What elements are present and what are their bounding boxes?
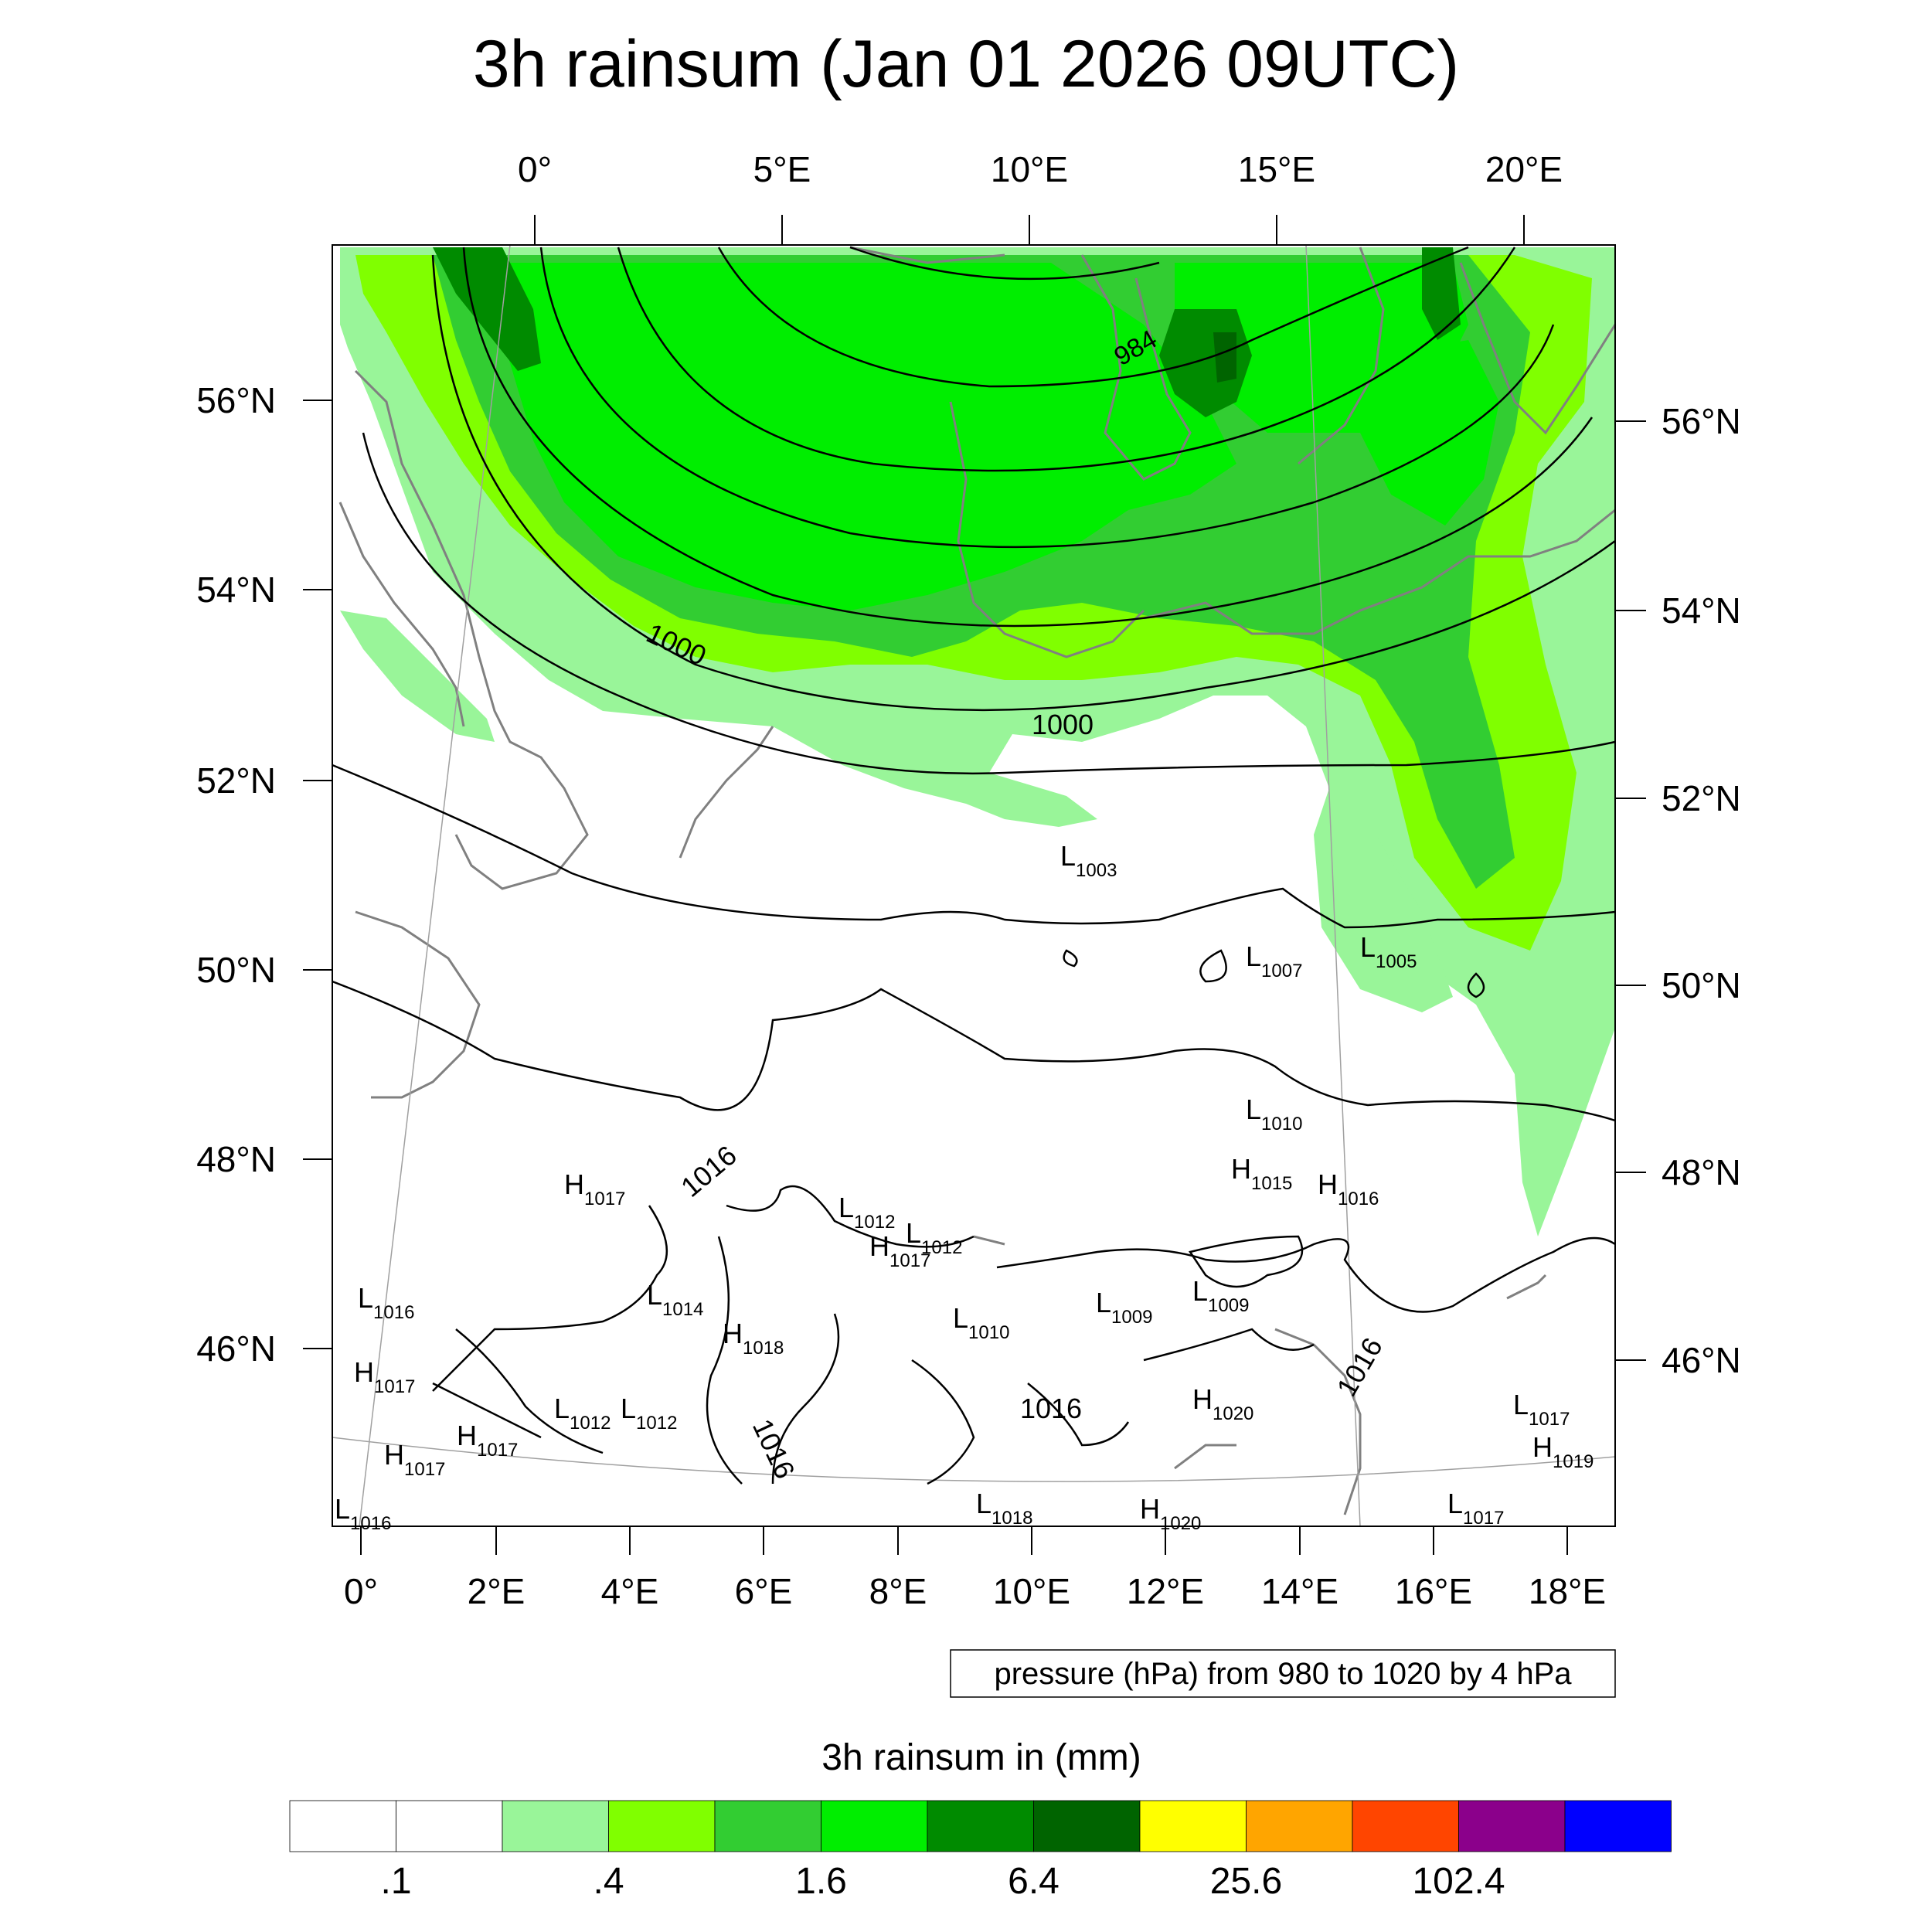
contour-label: 1000 bbox=[1032, 709, 1094, 740]
isobars bbox=[332, 246, 1616, 1485]
right-lat-label: 46°N bbox=[1662, 1340, 1741, 1380]
left-lat-label: 56°N bbox=[196, 380, 276, 420]
left-lat-label: 46°N bbox=[196, 1328, 276, 1369]
colorbar-box bbox=[1139, 1800, 1247, 1852]
top-lon-label: 0° bbox=[518, 149, 552, 189]
pressure-center: L1009 bbox=[1192, 1275, 1249, 1316]
top-lon-label: 15°E bbox=[1238, 149, 1315, 189]
colorbar-box bbox=[1246, 1800, 1353, 1852]
pressure-center: L1017 bbox=[1447, 1488, 1504, 1529]
pressure-center: H1020 bbox=[1140, 1493, 1201, 1534]
right-lat-label: 52°N bbox=[1662, 778, 1741, 818]
colorbar-tick-label: .1 bbox=[380, 1861, 411, 1902]
left-lat-label: 54°N bbox=[196, 570, 276, 610]
left-lat-axis: 56°N 54°N 52°N 50°N 48°N 46°N bbox=[196, 380, 332, 1369]
colorbar-box bbox=[502, 1800, 609, 1852]
colorbar-box bbox=[1458, 1800, 1566, 1852]
pressure-center: H1017 bbox=[869, 1230, 930, 1271]
colorbar-box bbox=[714, 1800, 821, 1852]
bottom-lon-label: 2°E bbox=[468, 1571, 526, 1611]
left-lat-label: 48°N bbox=[196, 1139, 276, 1179]
colorbar-tick-label: 102.4 bbox=[1412, 1861, 1505, 1902]
bottom-lon-label: 6°E bbox=[735, 1571, 793, 1611]
left-lat-label: 52°N bbox=[196, 760, 276, 801]
pressure-center: H1017 bbox=[457, 1420, 518, 1461]
colorbar-tick-label: 1.6 bbox=[795, 1861, 847, 1902]
pressure-center: L1003 bbox=[1060, 840, 1117, 881]
top-lon-axis: 0° 5°E 10°E 15°E 20°E bbox=[518, 149, 1563, 245]
pressure-center: H1018 bbox=[723, 1318, 784, 1359]
pressure-center: H1017 bbox=[384, 1439, 445, 1480]
colorbar-tick-label: .4 bbox=[593, 1861, 624, 1902]
pressure-center: L1012 bbox=[621, 1393, 677, 1434]
pressure-center: L1012 bbox=[838, 1192, 895, 1233]
bottom-lon-axis: 0° 2°E 4°E 6°E 8°E 10°E 12°E 14°E 16°E 1… bbox=[344, 1526, 1606, 1611]
colorbar-box bbox=[608, 1800, 716, 1852]
pressure-center: H1019 bbox=[1532, 1431, 1594, 1472]
left-lat-label: 50°N bbox=[196, 950, 276, 990]
bottom-lon-label: 10°E bbox=[993, 1571, 1070, 1611]
colorbar-box bbox=[927, 1800, 1034, 1852]
top-lon-label: 20°E bbox=[1485, 149, 1563, 189]
pressure-center: H1017 bbox=[564, 1168, 625, 1209]
map-title: 3h rainsum (Jan 01 2026 09UTC) bbox=[473, 27, 1459, 101]
pressure-centers: L1003 L1007 L1005 L1010 H1015 H1016 H101… bbox=[335, 840, 1594, 1534]
bottom-lon-label: 18°E bbox=[1529, 1571, 1606, 1611]
colorbar-ticks: .1 .4 1.6 6.4 25.6 102.4 bbox=[380, 1861, 1505, 1902]
right-lat-label: 56°N bbox=[1662, 401, 1741, 441]
pressure-info-text: pressure (hPa) from 980 to 1020 by 4 hPa bbox=[994, 1657, 1572, 1691]
pressure-center: H1020 bbox=[1192, 1383, 1253, 1424]
pressure-center: L1014 bbox=[647, 1279, 703, 1320]
colorbar-box bbox=[396, 1800, 503, 1852]
colorbar-box bbox=[1352, 1800, 1459, 1852]
pressure-center: L1012 bbox=[554, 1393, 611, 1434]
colorbar-box bbox=[821, 1800, 928, 1852]
bottom-lon-label: 14°E bbox=[1261, 1571, 1338, 1611]
map-plot-area bbox=[332, 244, 1617, 1527]
right-lat-label: 54°N bbox=[1662, 590, 1741, 631]
pressure-center: L1005 bbox=[1360, 931, 1417, 972]
colorbar-box bbox=[289, 1800, 396, 1852]
colorbar-title: 3h rainsum in (mm) bbox=[821, 1737, 1141, 1778]
graticule bbox=[332, 244, 1616, 1527]
pressure-center: L1009 bbox=[1096, 1287, 1152, 1328]
pressure-center: L1016 bbox=[358, 1282, 414, 1323]
bottom-lon-label: 16°E bbox=[1395, 1571, 1472, 1611]
right-lat-label: 48°N bbox=[1662, 1152, 1741, 1192]
colorbar: 3h rainsum in (mm) .1 .4 1.6 6.4 25.6 102.4 bbox=[289, 1737, 1672, 1902]
pressure-center: H1015 bbox=[1231, 1153, 1292, 1194]
pressure-center: L1012 bbox=[906, 1217, 962, 1258]
colorbar-tick-label: 25.6 bbox=[1210, 1861, 1282, 1902]
pressure-center: L1010 bbox=[1246, 1094, 1302, 1134]
top-lon-label: 10°E bbox=[991, 149, 1068, 189]
bottom-lon-label: 8°E bbox=[869, 1571, 927, 1611]
pressure-center: L1018 bbox=[976, 1488, 1032, 1529]
pressure-center: H1017 bbox=[354, 1356, 415, 1397]
pressure-center: L1007 bbox=[1246, 940, 1302, 981]
pressure-center: L1017 bbox=[1513, 1389, 1570, 1430]
pressure-center: L1016 bbox=[335, 1493, 391, 1534]
colorbar-boxes bbox=[289, 1800, 1672, 1852]
colorbar-box bbox=[1564, 1800, 1672, 1852]
pressure-center: L1010 bbox=[953, 1302, 1009, 1343]
colorbar-box bbox=[1033, 1800, 1141, 1852]
right-lat-axis: 56°N 54°N 52°N 50°N 48°N 46°N bbox=[1615, 401, 1741, 1380]
colorbar-tick-label: 6.4 bbox=[1008, 1861, 1060, 1902]
bottom-lon-label: 4°E bbox=[601, 1571, 659, 1611]
pressure-info-box: pressure (hPa) from 980 to 1020 by 4 hPa bbox=[950, 1649, 1616, 1698]
bottom-lon-label: 12°E bbox=[1127, 1571, 1204, 1611]
top-lon-label: 5°E bbox=[753, 149, 811, 189]
right-lat-label: 50°N bbox=[1662, 965, 1741, 1005]
pressure-center: H1016 bbox=[1318, 1168, 1379, 1209]
bottom-lon-label: 0° bbox=[344, 1571, 378, 1611]
contour-label: 1016 bbox=[1020, 1393, 1082, 1424]
